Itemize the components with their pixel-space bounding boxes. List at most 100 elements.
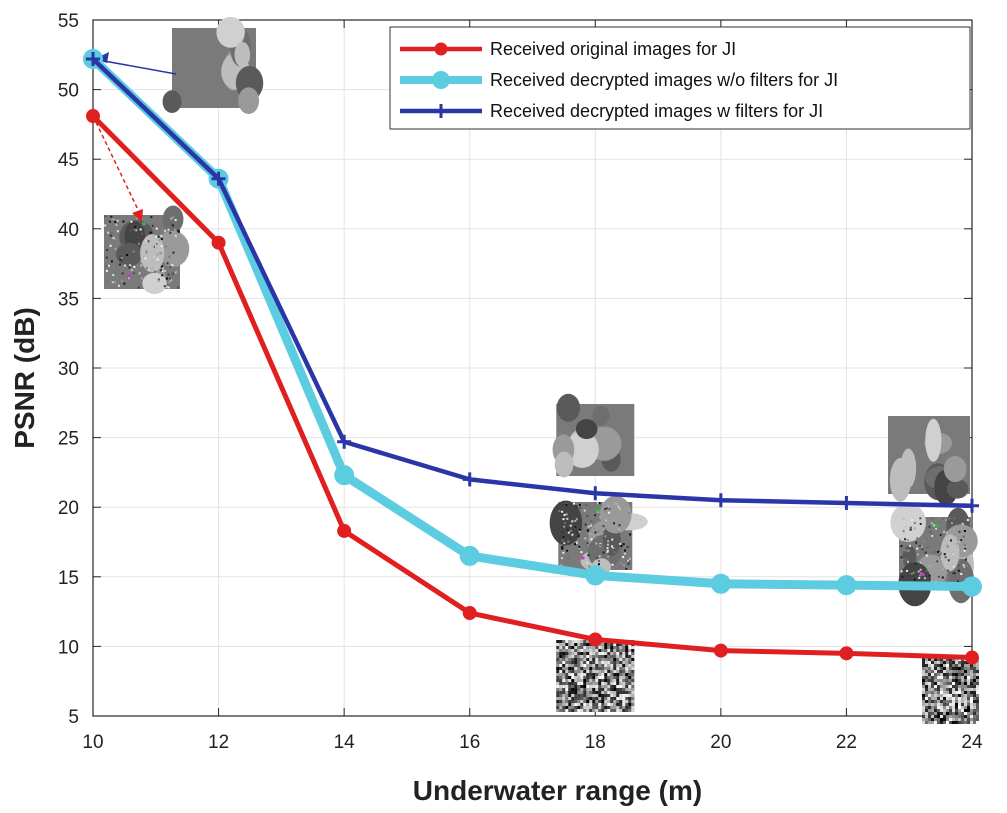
noise-pixel [934, 658, 937, 661]
noise-pixel [946, 676, 949, 679]
noise-pixel [577, 688, 581, 691]
noise-pixel [574, 697, 578, 700]
noise-speck [925, 554, 928, 557]
noise-speck [169, 231, 172, 234]
noise-speck [145, 249, 148, 252]
noise-speck [927, 527, 930, 530]
noise-pixel [610, 655, 614, 658]
noise-speck [594, 531, 597, 534]
noise-speck [134, 250, 137, 253]
noise-pixel [619, 646, 623, 649]
noise-pixel [943, 670, 946, 673]
noise-pixel [628, 676, 632, 679]
noise-speck [919, 522, 922, 525]
noise-pixel [607, 673, 611, 676]
noise-pixel [604, 658, 608, 661]
x-tick-label: 12 [208, 732, 229, 753]
noise-pixel [937, 679, 940, 682]
noise-pixel [559, 676, 563, 679]
noise-speck [957, 580, 960, 583]
noise-pixel [967, 682, 970, 685]
noise-pixel [592, 706, 596, 709]
noise-pixel [928, 676, 931, 679]
noise-pixel [934, 682, 937, 685]
noise-pixel [616, 682, 620, 685]
noise-speck [946, 531, 949, 534]
noise-pixel [949, 673, 952, 676]
noise-pixel [592, 664, 596, 667]
noise-speck [111, 281, 114, 284]
noise-pixel [559, 682, 563, 685]
color-artifact [580, 556, 585, 560]
noise-speck [904, 549, 907, 552]
noise-pixel [961, 715, 964, 718]
noise-pixel [595, 676, 599, 679]
noise-pixel [577, 673, 581, 676]
noise-pixel [580, 655, 584, 658]
noise-speck [157, 235, 160, 238]
noise-pixel [958, 691, 961, 694]
noise-pixel [622, 703, 626, 706]
noise-pixel [607, 655, 611, 658]
noise-pixel [601, 652, 605, 655]
noise-pixel [607, 649, 611, 652]
noise-pixel [940, 676, 943, 679]
noise-pixel [583, 667, 587, 670]
noise-speck [944, 556, 947, 559]
noise-pixel [964, 703, 967, 706]
noise-pixel [937, 691, 940, 694]
noise-pixel [583, 691, 587, 694]
noise-pixel [928, 691, 931, 694]
noise-speck [121, 244, 124, 247]
noise-pixel [949, 697, 952, 700]
noise-pixel [604, 709, 608, 712]
noise-speck [603, 510, 606, 513]
noise-pixel [940, 682, 943, 685]
noise-speck [140, 283, 143, 286]
noise-pixel [562, 646, 566, 649]
noise-pixel [583, 673, 587, 676]
noise-pixel [601, 679, 605, 682]
noise-pixel [565, 691, 569, 694]
noise-pixel [952, 679, 955, 682]
noise-speck [607, 555, 610, 558]
noise-pixel [976, 688, 979, 691]
noise-pixel [937, 709, 940, 712]
noise-pixel [559, 643, 563, 646]
noise-pixel [571, 691, 575, 694]
noise-speck [929, 530, 932, 533]
y-tick-label: 5 [68, 707, 79, 728]
noise-speck [930, 580, 933, 583]
noise-pixel [928, 703, 931, 706]
noise-speck [941, 576, 944, 579]
noise-pixel [931, 703, 934, 706]
noise-speck [173, 228, 176, 231]
noise-speck [955, 536, 958, 539]
noise-speck [937, 575, 940, 578]
color-artifact [595, 508, 600, 512]
x-tick-label: 24 [961, 732, 983, 753]
noise-pixel [559, 706, 563, 709]
noise-pixel [559, 673, 563, 676]
noise-pixel [958, 667, 961, 670]
y-tick-label: 35 [58, 289, 79, 310]
noise-pixel [598, 685, 602, 688]
noise-pixel [973, 667, 976, 670]
noise-pixel [931, 706, 934, 709]
noise-pixel [607, 679, 611, 682]
noise-pixel [619, 643, 623, 646]
noise-speck [140, 232, 143, 235]
noise-pixel [574, 676, 578, 679]
noise-speck [575, 541, 578, 544]
noise-pixel [928, 709, 931, 712]
noise-pixel [613, 670, 617, 673]
noise-speck [149, 231, 152, 234]
noise-pixel [922, 694, 925, 697]
noise-speck [597, 502, 600, 505]
noise-pixel [601, 664, 605, 667]
noise-pixel [622, 658, 626, 661]
noise-pixel [625, 694, 629, 697]
noise-pixel [556, 676, 560, 679]
noise-speck [134, 226, 137, 229]
noise-speck [150, 267, 153, 270]
